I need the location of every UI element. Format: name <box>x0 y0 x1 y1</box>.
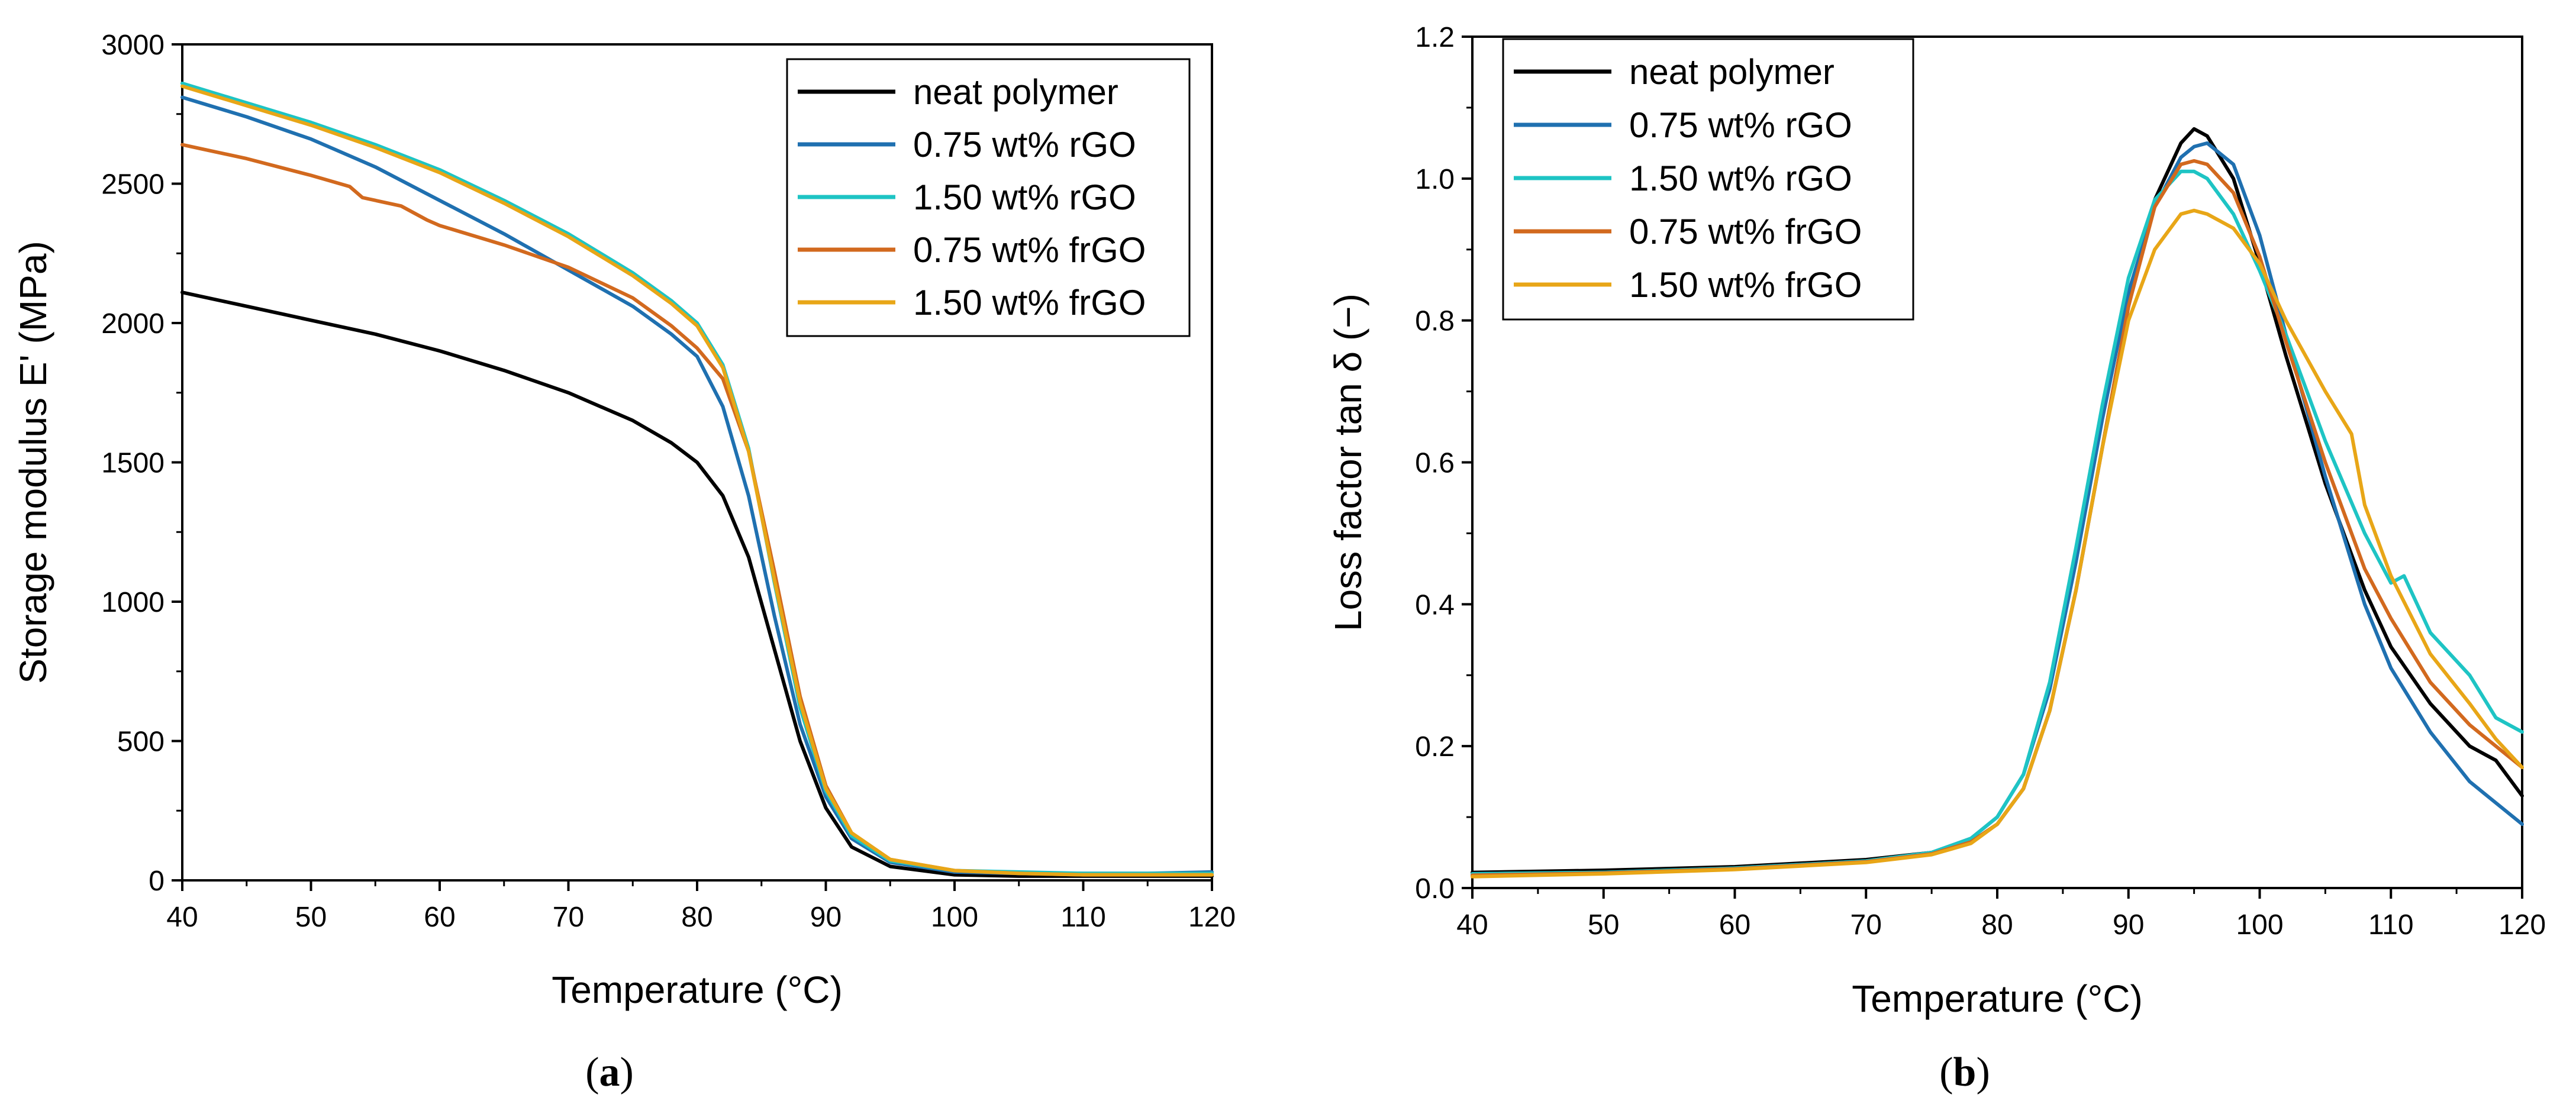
y-tick-label: 0 <box>149 866 165 897</box>
x-tick-label: 90 <box>2113 909 2144 941</box>
legend-label: neat polymer <box>913 72 1118 112</box>
legend-label: 1.50 wt% frGO <box>913 283 1146 322</box>
legend-box <box>786 58 1191 337</box>
x-tick-label: 70 <box>553 902 584 933</box>
y-tick-label: 1000 <box>101 587 165 618</box>
legend-label: 1.50 wt% rGO <box>913 177 1136 217</box>
legend-label: 0.75 wt% rGO <box>913 125 1136 164</box>
legend: neat polymer 0.75 wt% rGO 1.50 wt% rGO 0.75… <box>786 58 1191 337</box>
x-tick-label: 90 <box>810 902 842 933</box>
series-line-5 <box>180 84 1214 877</box>
x-tick-label: 80 <box>681 902 712 933</box>
x-axis-title: Temperature (°C) <box>1852 977 2143 1020</box>
y-tick-label: 2500 <box>101 169 165 201</box>
y-tick-label: 1500 <box>101 448 165 479</box>
x-tick-label: 110 <box>1060 902 1106 933</box>
series-line-5 <box>1471 208 2524 879</box>
y-tick-label: 0.6 <box>1415 448 1455 479</box>
series-line-1 <box>180 290 1214 878</box>
caption-open-paren: ( <box>1939 1050 1953 1095</box>
x-tick-label: 120 <box>1188 902 1236 933</box>
y-tick-label: 0.0 <box>1415 873 1455 905</box>
x-tick-label: 100 <box>2236 909 2283 941</box>
panel-b: 40 50 60 70 80 90 100 110 120 0.0 0.2 0.4 0.6 0.8 1.0 1… <box>1327 22 2546 1095</box>
y-tick-label: 3000 <box>101 30 165 61</box>
y-axis-title: Storage modulus E' (MPa) <box>12 241 54 684</box>
x-tick-label: 40 <box>1456 909 1488 941</box>
x-tick-label: 70 <box>1850 909 1882 941</box>
series-line-3 <box>1471 169 2524 876</box>
y-tick-label: 0.4 <box>1415 589 1455 621</box>
panel-caption: (a) <box>585 1050 634 1095</box>
y-tick-label: 0.2 <box>1415 731 1455 763</box>
legend-label: 0.75 wt% rGO <box>1629 105 1852 145</box>
y-tick-label: 1.2 <box>1415 22 1455 53</box>
x-tick-label: 120 <box>2498 909 2546 941</box>
x-tick-label: 60 <box>1719 909 1750 941</box>
y-tick-label: 1.0 <box>1415 164 1455 195</box>
caption-close-paren: ) <box>620 1050 634 1095</box>
legend: neat polymer 0.75 wt% rGO 1.50 wt% rGO 0.75… <box>1502 38 1914 321</box>
x-axis-title: Temperature (°C) <box>552 969 843 1011</box>
x-tick-label: 100 <box>931 902 978 933</box>
y-tick-label: 0.8 <box>1415 306 1455 337</box>
legend-label: 0.75 wt% frGO <box>913 230 1146 270</box>
x-tick-label: 80 <box>1981 909 2013 941</box>
panel-caption: (b) <box>1939 1050 1990 1095</box>
x-tick-label: 60 <box>424 902 455 933</box>
panel-a: 40 50 60 70 80 90 100 110 120 0 500 1000 1500 2000 250… <box>12 30 1236 1095</box>
x-tick-label: 50 <box>295 902 327 933</box>
legend-label: 1.50 wt% rGO <box>1629 159 1852 198</box>
caption-letter: b <box>1953 1050 1977 1095</box>
caption-open-paren: ( <box>585 1050 599 1095</box>
legend-label: 1.50 wt% frGO <box>1629 265 1862 305</box>
legend-label: 0.75 wt% frGO <box>1629 212 1862 251</box>
y-tick-label: 2000 <box>101 308 165 340</box>
x-tick-label: 50 <box>1588 909 1619 941</box>
legend-label: neat polymer <box>1629 52 1835 92</box>
y-tick-label: 500 <box>117 727 165 758</box>
caption-close-paren: ) <box>1976 1050 1990 1095</box>
x-tick-label: 110 <box>2368 909 2414 941</box>
caption-letter: a <box>599 1050 620 1095</box>
y-axis-title: Loss factor tan δ (−) <box>1327 293 1369 631</box>
x-tick-label: 40 <box>166 902 198 933</box>
